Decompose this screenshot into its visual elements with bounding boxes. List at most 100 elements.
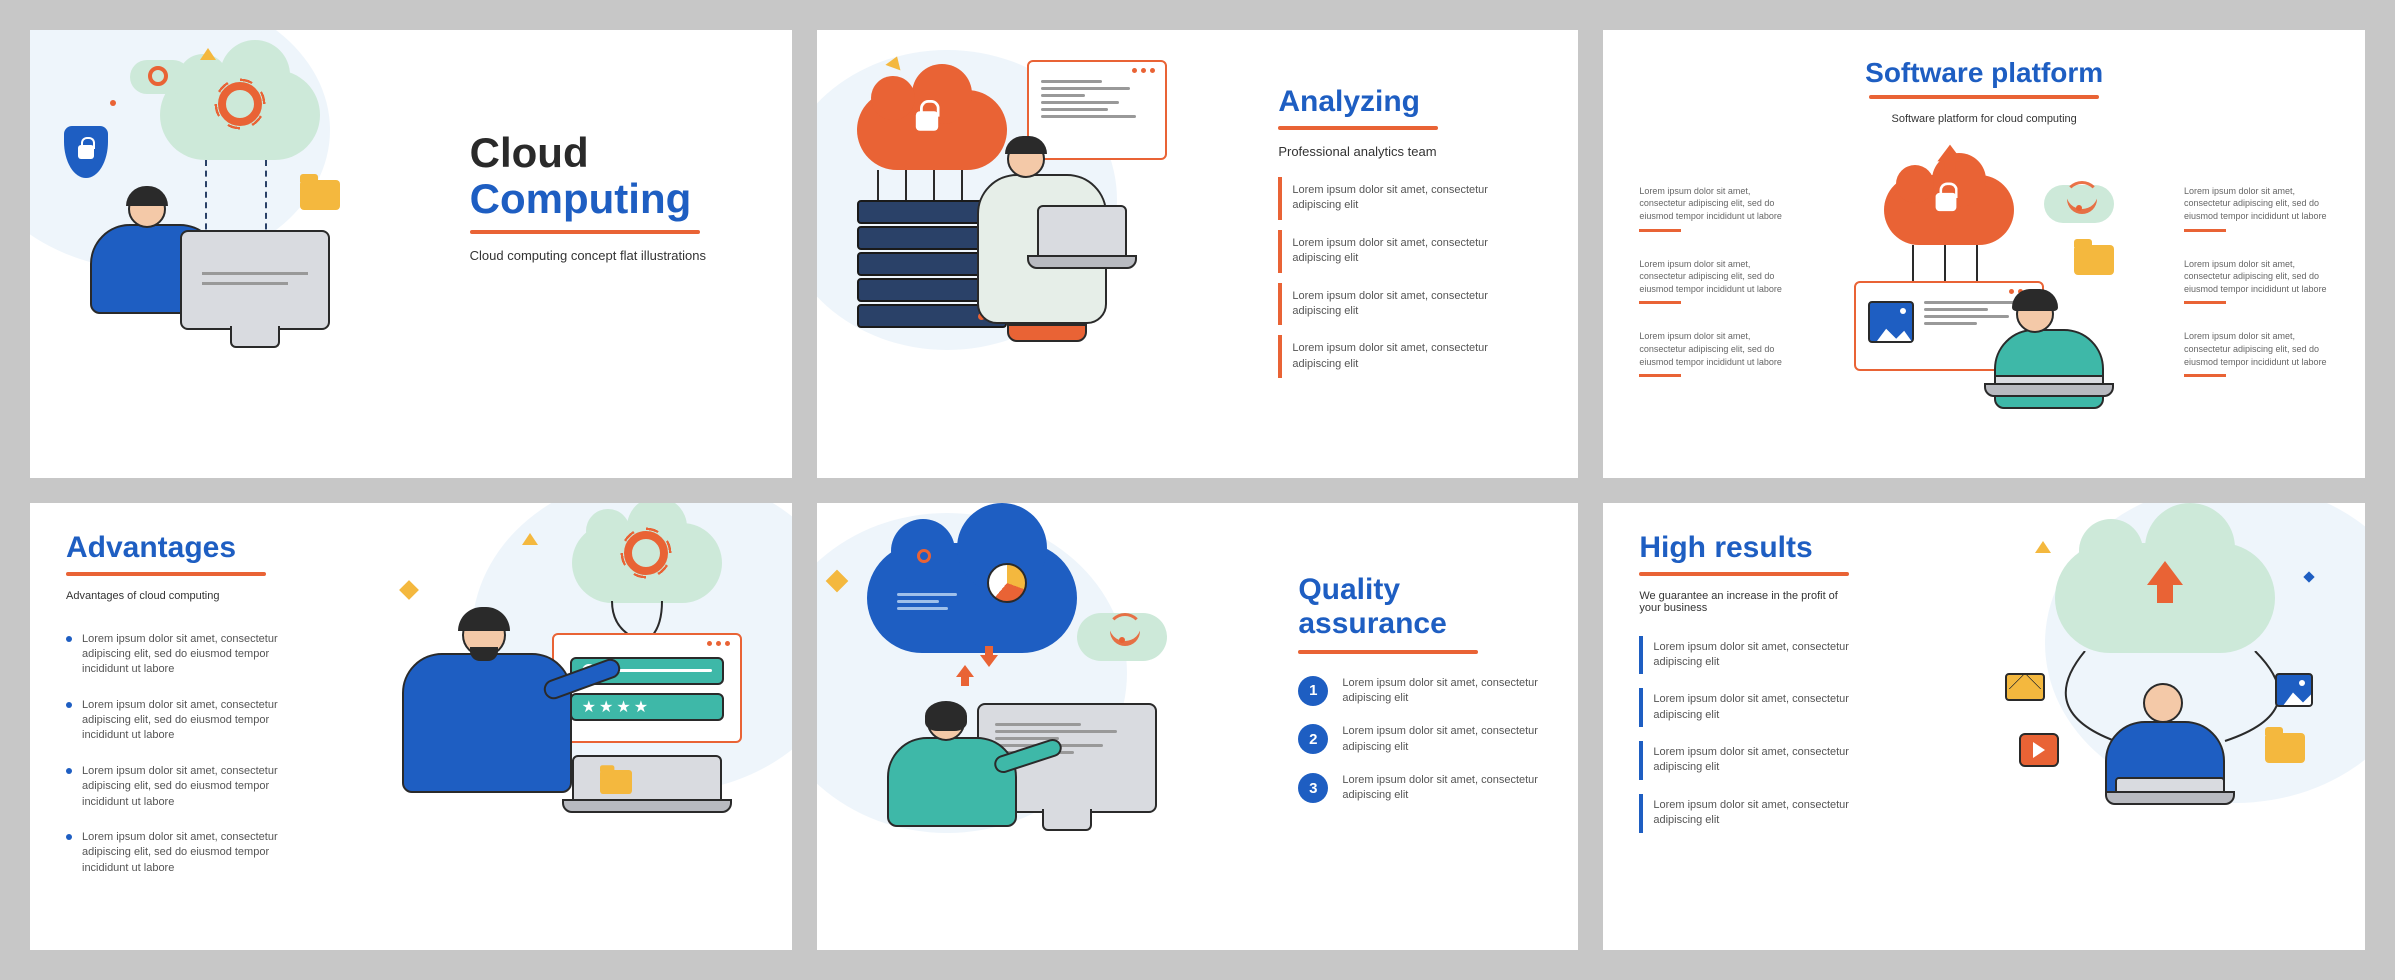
list-item: Lorem ipsum dolor sit amet, consectetur …: [66, 760, 286, 814]
cloud-wifi-icon: [1077, 613, 1167, 661]
subtitle: Professional analytics team: [1278, 144, 1538, 159]
title-underline: [1278, 126, 1438, 130]
list-item: 3 Lorem ipsum dolor sit amet, consectetu…: [1298, 773, 1538, 804]
title: Software platform: [1639, 58, 2329, 89]
list-item: Lorem ipsum dolor sit amet, consectetur …: [1639, 636, 1879, 675]
laptop-icon: [572, 755, 722, 805]
gear-icon: [624, 531, 668, 575]
person-illustration: [887, 703, 1017, 827]
illustration: [1814, 185, 2154, 377]
list-item: Lorem ipsum dolor sit amet, consectetur …: [66, 826, 286, 880]
title-line1: Cloud: [470, 129, 589, 176]
title-line2: assurance: [1298, 607, 1446, 640]
triangle-deco: [200, 48, 216, 60]
diamond-deco: [2303, 571, 2314, 582]
mail-icon: [2005, 673, 2045, 701]
laptop-icon: [1037, 205, 1127, 261]
list-item: Lorem ipsum dolor sit amet, consectetur …: [1639, 741, 1879, 780]
illustration: [847, 60, 1167, 350]
cloud-wifi-icon: [2044, 185, 2114, 223]
list-text: Lorem ipsum dolor sit amet, consectetur …: [1342, 676, 1538, 707]
left-column: Lorem ipsum dolor sit amet, consectetur …: [1639, 185, 1784, 377]
folder-icon: [2074, 245, 2114, 275]
play-icon: [2019, 733, 2059, 767]
slide-high-results: High results We guarantee an increase in…: [1603, 503, 2365, 951]
title-underline: [470, 230, 700, 234]
person-illustration: [402, 613, 572, 793]
illustration: [1975, 533, 2335, 833]
connector-line: [265, 160, 267, 240]
illustration: ★★★★: [402, 523, 762, 823]
arrow-up-icon: [1938, 144, 1963, 161]
list-item: Lorem ipsum dolor sit amet, consectetur …: [1639, 688, 1879, 727]
list: Lorem ipsum dolor sit amet, consectetur …: [66, 628, 286, 881]
illustration: [837, 533, 1197, 833]
list-item: Lorem ipsum dolor sit amet, consectetur …: [1278, 230, 1538, 273]
title-underline: [1298, 650, 1478, 654]
slide-advantages: Advantages Advantages of cloud computing…: [30, 503, 792, 951]
laptop-icon: [2115, 777, 2225, 797]
folder-icon: [300, 180, 340, 210]
slide-analyzing: Analyzing Professional analytics team Lo…: [817, 30, 1579, 478]
list-item: 1 Lorem ipsum dolor sit amet, consectetu…: [1298, 676, 1538, 707]
dot-deco: [110, 100, 116, 106]
text-block: Quality assurance 1 Lorem ipsum dolor si…: [1298, 573, 1538, 822]
folder-icon: [600, 770, 632, 794]
image-thumb-icon: [1868, 301, 1914, 343]
list: Lorem ipsum dolor sit amet, consectetur …: [1639, 636, 1879, 833]
cable: [1912, 245, 1914, 281]
laptop-icon: [1994, 375, 2104, 389]
title: Analyzing: [1278, 85, 1538, 118]
header: Software platform Software platform for …: [1639, 58, 2329, 125]
cloud-lock-icon: [1884, 175, 2014, 245]
pie-chart-icon: [987, 563, 1027, 603]
slide-cloud-computing: Cloud Computing Cloud computing concept …: [30, 30, 792, 478]
lock-icon: [78, 145, 94, 159]
text-block: Cloud Computing Cloud computing concept …: [470, 130, 750, 263]
cable: [1944, 245, 1946, 281]
cloud-analytics-icon: [867, 543, 1077, 653]
list-item: Lorem ipsum dolor sit amet, consectetur …: [1639, 794, 1879, 833]
arrow-up-icon: [2147, 561, 2183, 585]
columns: Lorem ipsum dolor sit amet, consectetur …: [1639, 185, 2329, 377]
gear-icon: [218, 82, 262, 126]
list-item: Lorem ipsum dolor sit amet, consectetur …: [1639, 258, 1784, 305]
cloud-upload-icon: [2055, 543, 2275, 653]
shield-icon: [64, 126, 108, 178]
list-item: Lorem ipsum dolor sit amet, consectetur …: [2184, 330, 2329, 377]
number-badge: 3: [1298, 773, 1328, 803]
list-item: Lorem ipsum dolor sit amet, consectetur …: [1278, 177, 1538, 220]
cable: [1976, 245, 1978, 281]
text-block: Analyzing Professional analytics team Lo…: [1278, 85, 1538, 388]
gear-small-icon: [148, 66, 168, 86]
list-item: Lorem ipsum dolor sit amet, consectetur …: [2184, 258, 2329, 305]
number-badge: 1: [1298, 676, 1328, 706]
list-item: Lorem ipsum dolor sit amet, consectetur …: [1278, 335, 1538, 378]
list-text: Lorem ipsum dolor sit amet, consectetur …: [1342, 724, 1538, 755]
cloud-gear-icon: [572, 523, 722, 603]
title-underline: [1869, 95, 2099, 99]
lock-icon: [915, 111, 937, 131]
slide-quality-assurance: Quality assurance 1 Lorem ipsum dolor si…: [817, 503, 1579, 951]
title-line1: Quality: [1298, 573, 1400, 606]
triangle-deco: [2035, 541, 2051, 553]
ring-deco: [917, 549, 931, 563]
right-column: Lorem ipsum dolor sit amet, consectetur …: [2184, 185, 2329, 377]
subtitle: We guarantee an increase in the profit o…: [1639, 590, 1859, 614]
subtitle: Software platform for cloud computing: [1639, 113, 2329, 125]
diamond-deco: [399, 580, 419, 600]
monitor-icon: [180, 230, 330, 330]
list-item: Lorem ipsum dolor sit amet, consectetur …: [66, 628, 286, 682]
folder-icon: [2265, 733, 2305, 763]
list-item: Lorem ipsum dolor sit amet, consectetur …: [2184, 185, 2329, 232]
illustration: [70, 60, 370, 340]
photo-icon: [2275, 673, 2313, 707]
list-text: Lorem ipsum dolor sit amet, consectetur …: [1342, 773, 1538, 804]
list-item: Lorem ipsum dolor sit amet, consectetur …: [1278, 283, 1538, 326]
sync-arrows-icon: [947, 659, 1007, 673]
title-underline: [66, 572, 266, 576]
subtitle: Cloud computing concept flat illustratio…: [470, 248, 750, 263]
list-item: Lorem ipsum dolor sit amet, consectetur …: [1639, 330, 1784, 377]
wifi-icon: [2064, 187, 2094, 217]
title-underline: [1639, 572, 1849, 576]
